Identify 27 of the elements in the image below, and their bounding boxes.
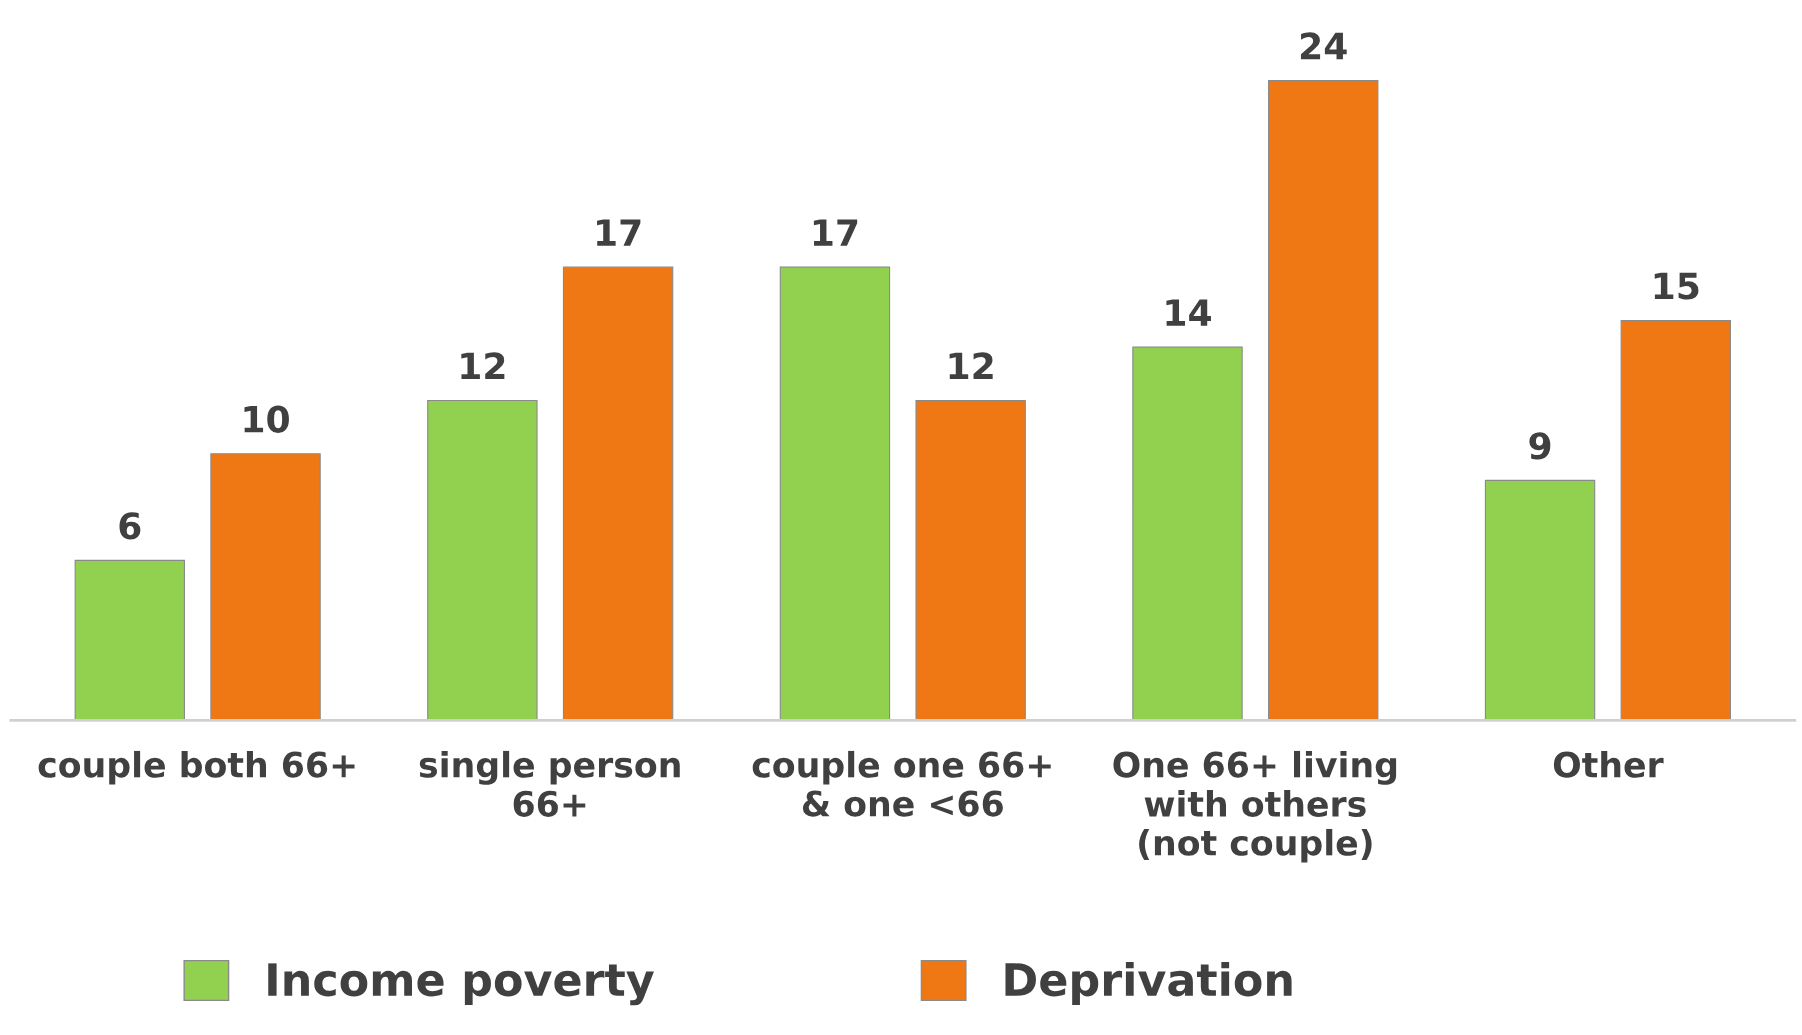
bar bbox=[915, 399, 1026, 721]
bar bbox=[210, 453, 321, 721]
data-label: 12 bbox=[949, 352, 993, 380]
bar bbox=[562, 266, 674, 721]
data-label: 9 bbox=[1529, 432, 1551, 460]
data-label: 17 bbox=[813, 219, 858, 246]
bar bbox=[779, 266, 891, 721]
bar bbox=[1132, 346, 1243, 721]
data-label: 6 bbox=[119, 512, 141, 540]
x-tick-label: couple both 66+ bbox=[38, 750, 355, 785]
x-tick-label: Other bbox=[1553, 750, 1664, 778]
data-label: 17 bbox=[597, 219, 641, 246]
bar bbox=[1484, 479, 1596, 721]
data-label: 14 bbox=[1166, 299, 1211, 326]
bar bbox=[1268, 79, 1379, 721]
legend-label: Deprivation bbox=[1005, 961, 1292, 1005]
bar bbox=[1620, 319, 1732, 721]
data-label: 12 bbox=[461, 352, 505, 380]
data-label: 10 bbox=[244, 405, 289, 433]
x-tick-label: couple one 66+ & one <66 bbox=[752, 750, 1051, 817]
data-label: 24 bbox=[1300, 32, 1347, 60]
legend-label: Income poverty bbox=[268, 963, 654, 1006]
data-label: 15 bbox=[1654, 272, 1699, 300]
bar bbox=[427, 399, 538, 721]
bar bbox=[74, 559, 186, 721]
x-tick-label: One 66+ living with others (not couple) bbox=[1113, 750, 1397, 863]
x-tick-label: single person 66+ bbox=[419, 750, 680, 817]
